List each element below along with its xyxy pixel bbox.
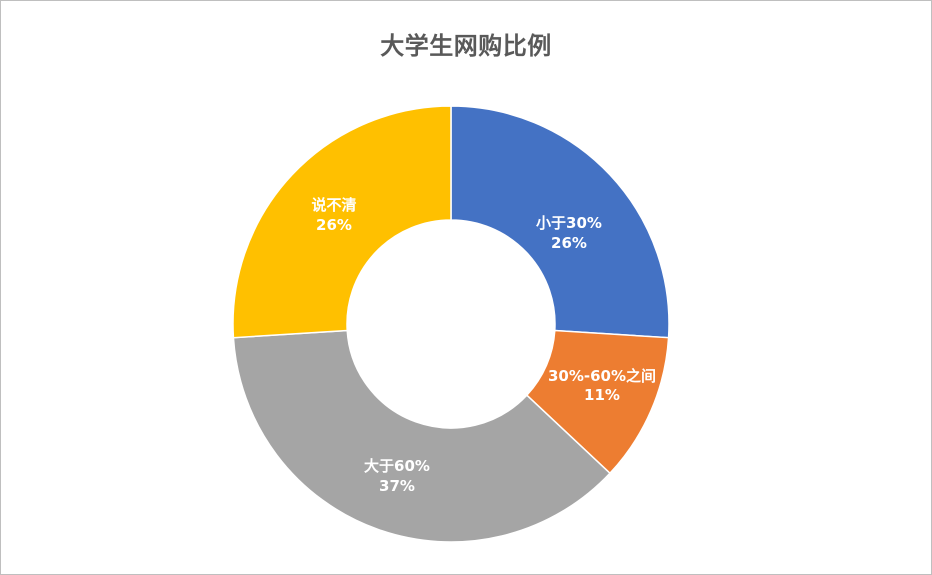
- slices-group: [232, 105, 670, 543]
- label-percent-less-30: 26%: [551, 234, 587, 252]
- slice-less-30: [450, 105, 670, 339]
- label-category-30-60: 30%-60%之间: [548, 367, 656, 385]
- slice-more-60: [232, 329, 611, 543]
- labels-group: 小于30% 26% 30%-60%之间 11% 大于60% 37% 说不清 26…: [311, 196, 656, 495]
- label-category-more-60: 大于60%: [364, 457, 430, 475]
- label-percent-30-60: 11%: [584, 386, 620, 404]
- label-percent-more-60: 37%: [379, 477, 415, 495]
- label-category-less-30: 小于30%: [536, 214, 602, 232]
- label-category-unsure: 说不清: [311, 196, 356, 214]
- chart-title: 大学生网购比例: [380, 32, 552, 60]
- label-percent-unsure: 26%: [316, 216, 352, 234]
- slice-unsure: [232, 105, 452, 339]
